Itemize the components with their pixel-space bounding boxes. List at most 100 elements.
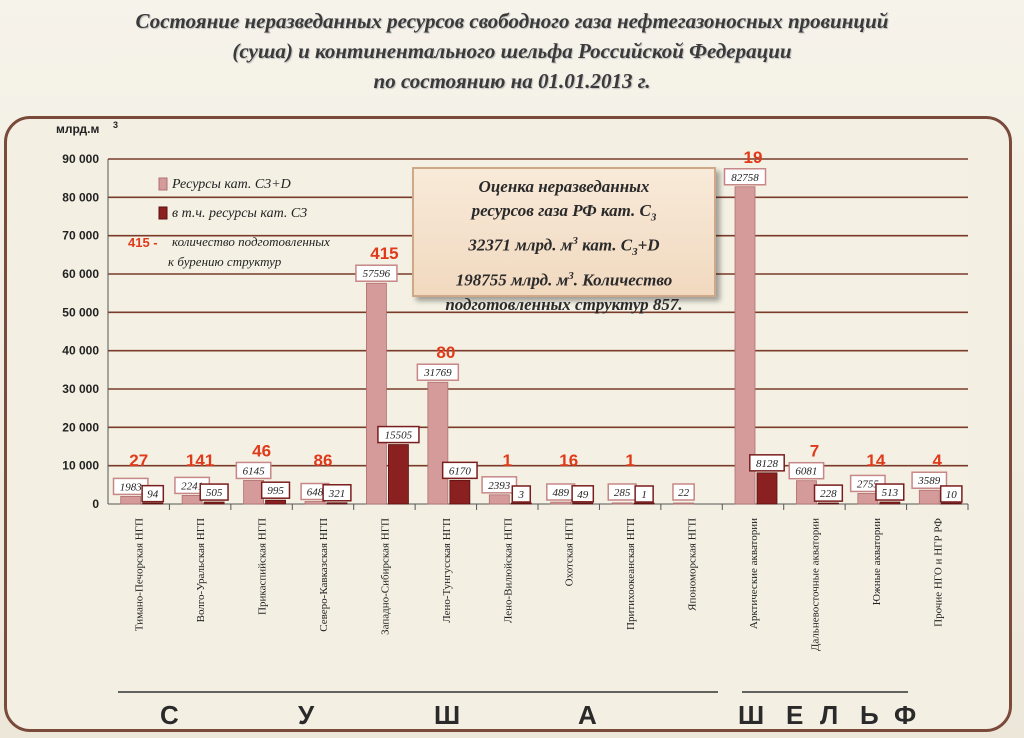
data-label-c3: 1 <box>641 489 647 501</box>
y-tick-label: 60 000 <box>62 267 99 281</box>
shelf-letter-3: Л <box>820 700 839 730</box>
data-label-c3-box <box>875 483 905 501</box>
data-label-total-box <box>723 168 767 186</box>
bar-c3 <box>572 502 594 505</box>
structure-count: 14 <box>866 451 885 470</box>
title-line-1: Состояние неразведанных ресурсов свободн… <box>135 9 889 33</box>
legend-structures-line2: к бурению структур <box>168 254 282 269</box>
legend-label-total: Ресурсы кат. С3+D <box>171 177 291 192</box>
data-label-c3-box <box>749 454 785 472</box>
y-tick-label: 80 000 <box>62 190 99 204</box>
bar-c3 <box>449 479 471 505</box>
land-letter-3: Ш <box>434 700 461 730</box>
bar-c3 <box>940 502 962 505</box>
y-axis-label: млрд.м <box>56 122 99 136</box>
data-label-c3: 995 <box>267 485 284 497</box>
structure-count: 27 <box>129 451 148 470</box>
data-label-c3-box <box>634 485 654 503</box>
data-label-total: 6081 <box>795 466 817 478</box>
data-label-total-box <box>416 363 460 381</box>
bar-total <box>488 494 510 505</box>
structure-count: 19 <box>744 148 763 167</box>
data-label-c3-box <box>141 484 165 503</box>
x-tick-label: Охотская НГП <box>564 518 576 586</box>
data-label-c3-box <box>260 481 291 499</box>
x-tick-label: Прочие НГО и НГР РФ <box>932 518 944 627</box>
x-tick-label: Западно-Сибирская НГП <box>379 518 391 635</box>
data-label-total: 82758 <box>731 172 759 184</box>
x-tick-label: Тимано-Печорская НГП <box>134 518 146 631</box>
y-tick-label: 90 000 <box>62 152 99 166</box>
bar-total <box>243 480 264 505</box>
data-label-c3-box <box>511 485 532 503</box>
bar-total <box>304 501 326 505</box>
bar-c3 <box>756 472 778 505</box>
land-letter-2: У <box>298 700 315 730</box>
land-letter-4: А <box>578 700 597 730</box>
x-tick-label: Северо-Кавказская НГП <box>318 518 330 632</box>
data-label-total: 6145 <box>243 465 266 477</box>
bar-c3 <box>142 502 164 505</box>
data-label-c3: 321 <box>328 488 346 500</box>
data-label-total-box <box>911 471 948 489</box>
legend-structures-line1: количество подготовленных <box>172 234 330 249</box>
data-label-c3: 49 <box>577 489 589 501</box>
shelf-letter-1: Ш <box>738 700 765 730</box>
bar-total <box>611 502 633 505</box>
summary-callout: Оценка неразведанных ресурсов газа РФ ка… <box>412 167 716 314</box>
bar-c3 <box>388 444 409 505</box>
data-label-total: 2755 <box>857 478 880 490</box>
data-label-total-box <box>235 461 272 480</box>
callout-line-5: подготовленных структур 857. <box>445 295 683 315</box>
data-label-c3: 6170 <box>449 465 472 477</box>
structure-count: 1 <box>503 451 512 470</box>
data-label-total: 285 <box>614 487 631 499</box>
data-label-total: 489 <box>552 487 569 499</box>
shelf-letter-5: Ф <box>894 700 917 730</box>
data-label-total: 3589 <box>917 475 941 487</box>
y-tick-label: 30 000 <box>62 382 99 396</box>
data-label-c3-box <box>441 461 478 480</box>
slide-title: Состояние неразведанных ресурсов свободн… <box>40 6 984 96</box>
structure-count: 16 <box>559 451 578 470</box>
y-tick-label: 10 000 <box>62 459 99 473</box>
legend-structures-key: 415 - <box>128 235 158 250</box>
bar-c3 <box>879 501 901 505</box>
legend-label-c3: в т.ч. ресурсы кат. С3 <box>172 206 307 221</box>
data-label-c3: 505 <box>206 487 223 499</box>
data-label-c3-box <box>571 485 595 503</box>
data-label-c3: 513 <box>882 487 899 499</box>
data-label-total-box <box>672 483 695 501</box>
y-tick-label: 40 000 <box>62 344 99 358</box>
data-label-c3: 10 <box>946 489 958 501</box>
x-tick-label: Притихоокеанская НГП <box>625 518 637 630</box>
bar-total <box>673 502 694 505</box>
x-tick-label: Дальневосточные акватории <box>809 518 821 651</box>
x-tick-label: Арктические акватории <box>748 518 760 629</box>
structure-count: 415 <box>370 244 398 263</box>
data-label-total: 22 <box>678 487 690 499</box>
structure-count: 4 <box>933 451 943 470</box>
legend-swatch-c3 <box>158 206 168 220</box>
data-label-total: 2393 <box>488 480 511 492</box>
bar-total <box>120 495 142 505</box>
data-label-total: 57596 <box>363 268 391 280</box>
y-tick-label: 20 000 <box>62 420 99 434</box>
data-label-c3: 8128 <box>756 458 779 470</box>
shelf-letter-2: Е <box>786 700 804 730</box>
bar-total <box>366 282 387 505</box>
title-line-2: (суша) и континентального шельфа Российс… <box>232 39 792 63</box>
y-tick-label: 0 <box>92 497 99 511</box>
data-label-c3: 15505 <box>385 430 413 442</box>
bar-c3 <box>203 501 225 505</box>
callout-line-4: 198755 млрд. м3. Количество <box>455 270 673 291</box>
bar-total <box>181 495 203 505</box>
structure-count: 7 <box>810 442 819 461</box>
legend-swatch-total <box>158 177 168 191</box>
bar-total <box>734 186 756 505</box>
x-tick-label: Прикаспийская НГП <box>257 518 269 615</box>
x-tick-label: Южные акватории <box>871 518 883 605</box>
title-line-3: по состоянию на 01.01.2013 г. <box>373 69 651 93</box>
bar-total <box>918 489 940 505</box>
